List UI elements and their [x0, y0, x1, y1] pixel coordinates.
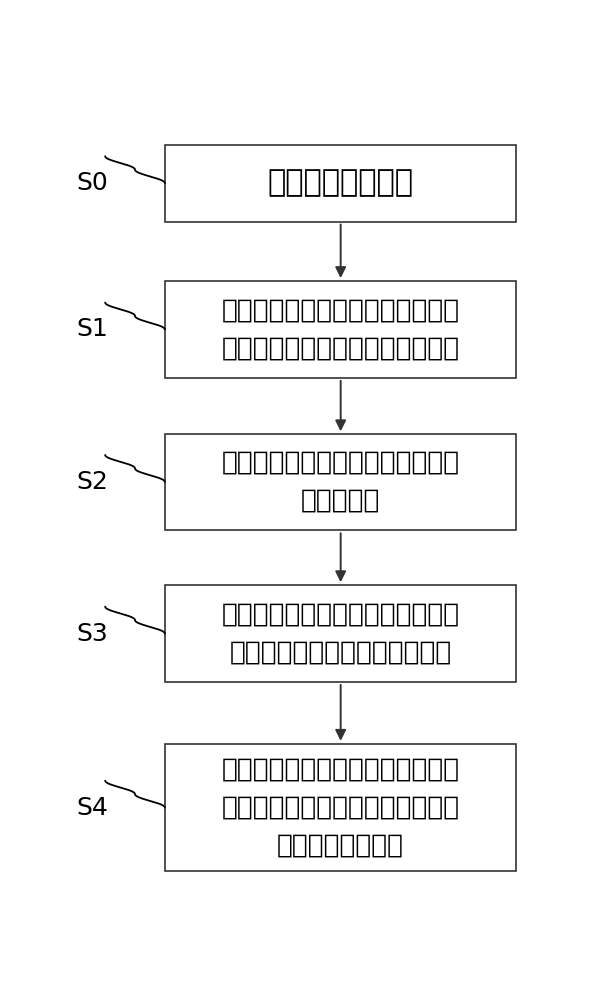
Text: 根据获取到的眼部特征信息以及校
准点坐标，计算得到所述使用者当
前的个人校准系数: 根据获取到的眼部特征信息以及校 准点坐标，计算得到所述使用者当 前的个人校准系数: [221, 757, 460, 859]
Bar: [165, 434, 516, 530]
Text: S0: S0: [76, 171, 108, 195]
Text: S4: S4: [76, 796, 108, 820]
Text: S3: S3: [76, 622, 108, 646]
Bar: [165, 585, 516, 682]
Bar: [165, 744, 516, 871]
Text: S2: S2: [76, 470, 108, 494]
Text: 在后台校准流程中，获取用户的眼
部特征信息: 在后台校准流程中，获取用户的眼 部特征信息: [221, 450, 460, 514]
Text: S1: S1: [76, 317, 108, 341]
Bar: [165, 145, 516, 222]
Bar: [165, 281, 516, 378]
Text: 若使用者选择的交互方式为非视线
定位交互方式，启动后台校准流程: 若使用者选择的交互方式为非视线 定位交互方式，启动后台校准流程: [221, 297, 460, 361]
Text: 获取采用非视线定位交互方式定位
得到的位置坐标作为校准点坐标: 获取采用非视线定位交互方式定位 得到的位置坐标作为校准点坐标: [221, 602, 460, 666]
Text: 启动眼球追踪功能: 启动眼球追踪功能: [267, 169, 414, 198]
